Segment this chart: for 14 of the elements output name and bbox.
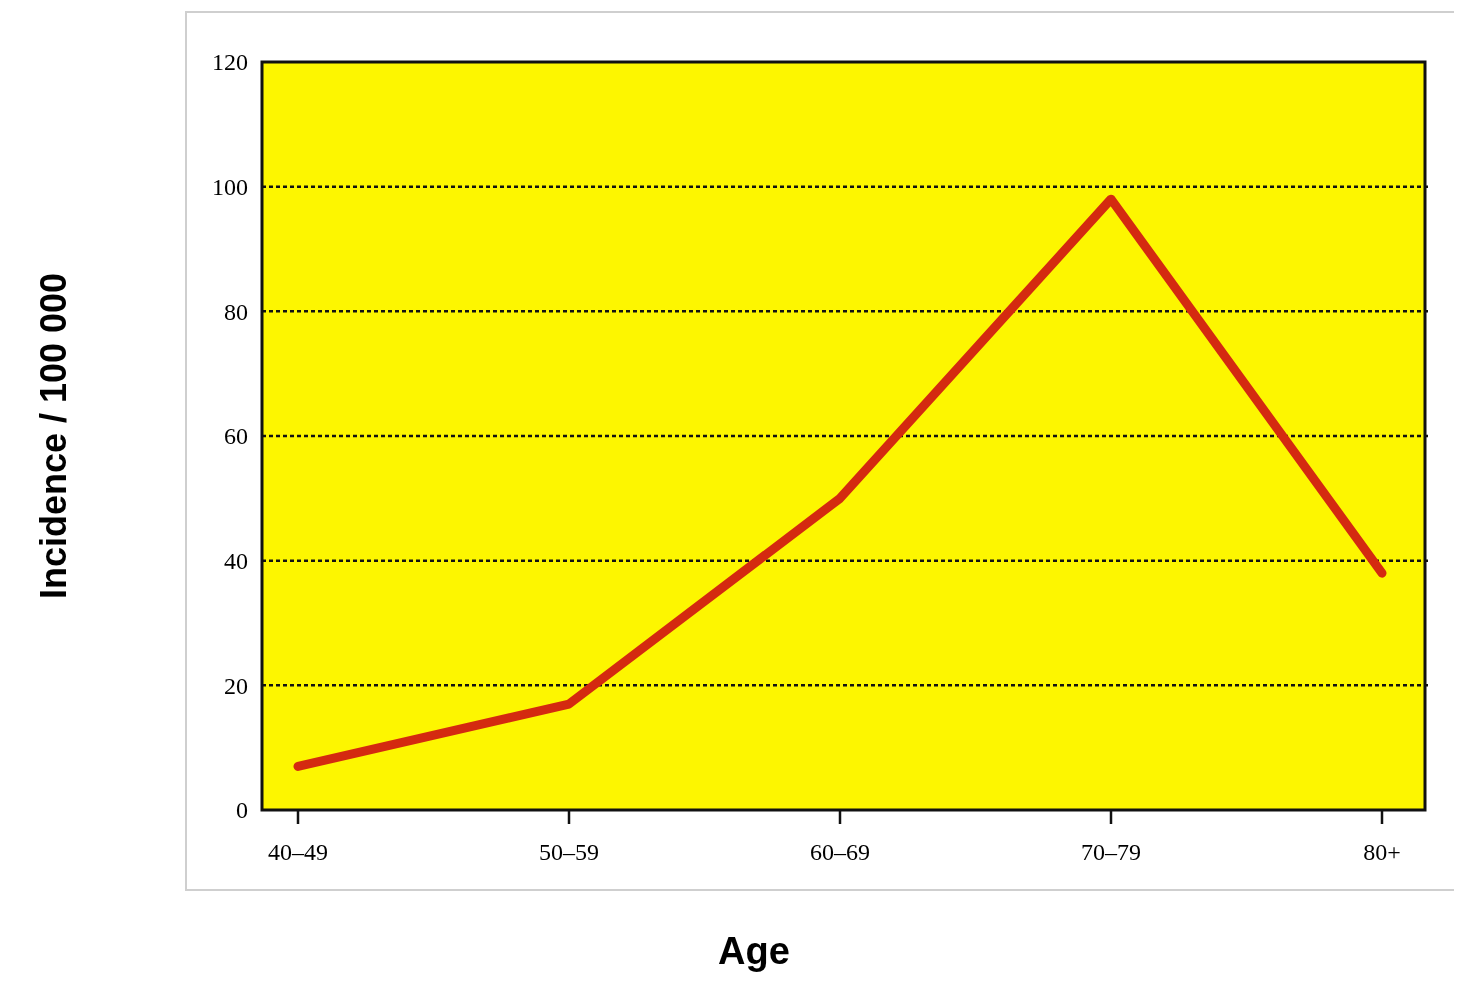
y-axis-title: Incidence / 100 000 bbox=[33, 272, 74, 600]
y-tick-label: 0 bbox=[236, 797, 248, 824]
y-tick-label: 120 bbox=[212, 49, 248, 76]
x-tick-label: 40–49 bbox=[268, 839, 328, 865]
x-tick-label: 80+ bbox=[1363, 839, 1401, 865]
y-tick-label: 100 bbox=[212, 174, 248, 201]
x-axis-title: Age bbox=[718, 930, 790, 972]
x-tick-label: 60–69 bbox=[810, 839, 870, 865]
y-tick-label: 60 bbox=[224, 423, 248, 450]
y-tick-label: 20 bbox=[224, 672, 248, 699]
y-tick-label: 40 bbox=[224, 548, 248, 575]
x-tick-label: 50–59 bbox=[539, 839, 599, 865]
y-tick-label: 80 bbox=[224, 298, 248, 325]
x-tick-label: 70–79 bbox=[1081, 839, 1141, 865]
